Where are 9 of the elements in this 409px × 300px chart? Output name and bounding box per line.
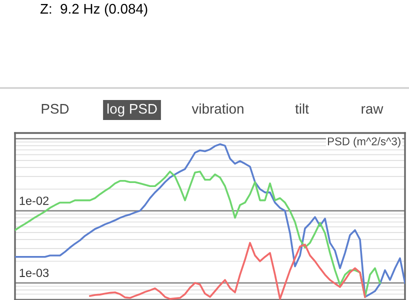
y-tick-label: 1e-02 xyxy=(20,196,48,205)
y-tick-label: 1e-03 xyxy=(20,268,49,278)
text: vibration xyxy=(192,104,244,114)
text: PSD xyxy=(42,104,69,114)
y-axis-title: PSD (m^2/s^3) xyxy=(328,137,400,148)
text: tilt xyxy=(295,104,309,114)
text: Z: 9.2 Hz (0.084) xyxy=(40,4,148,16)
text: log PSD xyxy=(107,104,157,116)
text: raw xyxy=(362,106,384,114)
